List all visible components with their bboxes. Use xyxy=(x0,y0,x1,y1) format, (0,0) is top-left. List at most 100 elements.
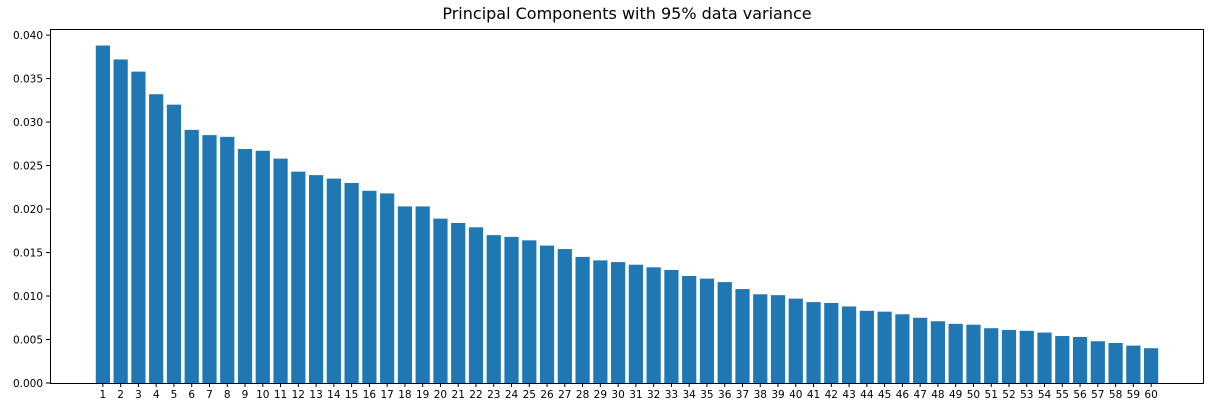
bar-14 xyxy=(326,178,341,383)
x-tick-label: 28 xyxy=(576,389,589,401)
bar-32 xyxy=(646,267,661,383)
x-tick-label: 27 xyxy=(558,389,571,401)
x-tick-label: 58 xyxy=(1109,389,1122,401)
x-tick-label: 16 xyxy=(363,389,377,401)
bar-47 xyxy=(913,317,928,383)
y-tick-label: 0.010 xyxy=(13,291,43,303)
x-tick-label: 14 xyxy=(327,389,341,401)
x-tick-label: 41 xyxy=(807,389,820,401)
x-tick-label: 43 xyxy=(842,389,855,401)
y-tick-label: 0.035 xyxy=(13,74,43,86)
bar-53 xyxy=(1019,330,1034,383)
bar-22 xyxy=(468,227,484,383)
x-tick-label: 1 xyxy=(100,389,107,401)
bar-26 xyxy=(539,245,555,383)
x-tick-label: 48 xyxy=(931,389,944,401)
x-tick-label: 60 xyxy=(1144,389,1157,401)
bar-58 xyxy=(1108,342,1123,383)
x-tick-label: 51 xyxy=(985,389,998,401)
bar-60 xyxy=(1144,348,1159,383)
bar-11 xyxy=(273,158,288,383)
bar-16 xyxy=(362,190,377,383)
bar-1 xyxy=(95,45,110,384)
x-tick-label: 52 xyxy=(1002,389,1015,401)
x-tick-label: 33 xyxy=(665,389,678,401)
y-tick-label: 0.020 xyxy=(13,204,43,216)
x-tick-label: 59 xyxy=(1127,389,1140,401)
x-tick-label: 44 xyxy=(860,389,874,401)
bar-20 xyxy=(433,218,448,383)
x-tick-label: 29 xyxy=(594,389,607,401)
x-tick-label: 30 xyxy=(611,389,624,401)
bar-13 xyxy=(308,175,324,383)
bar-36 xyxy=(717,282,732,383)
x-tick-label: 6 xyxy=(188,389,195,401)
bar-41 xyxy=(806,302,821,383)
y-tick-label: 0.005 xyxy=(13,335,43,347)
bar-19 xyxy=(415,206,430,383)
bar-7 xyxy=(202,135,217,383)
x-tick-label: 13 xyxy=(309,389,322,401)
x-tick-label: 9 xyxy=(242,389,249,401)
x-tick-label: 20 xyxy=(434,389,447,401)
bar-2 xyxy=(113,59,128,383)
bar-37 xyxy=(735,289,750,383)
bar-49 xyxy=(948,323,963,383)
bar-43 xyxy=(841,306,857,383)
bar-29 xyxy=(593,260,608,383)
x-tick-label: 53 xyxy=(1020,389,1033,401)
x-tick-label: 3 xyxy=(135,389,142,401)
bar-33 xyxy=(664,269,679,383)
x-tick-label: 7 xyxy=(206,389,213,401)
plot-frame xyxy=(50,29,1204,384)
x-tick-label: 15 xyxy=(345,389,358,401)
x-tick-label: 19 xyxy=(416,389,429,401)
bar-4 xyxy=(149,94,164,384)
x-tick-label: 56 xyxy=(1073,389,1087,401)
bar-55 xyxy=(1055,336,1070,383)
bar-42 xyxy=(824,302,839,383)
x-axis: 1 2 3 4 5 6 7 8 9 10 11 12 13 14 15 16 17 18 19 20 21 22 23 24 2… xyxy=(100,383,1158,401)
bar-17 xyxy=(380,193,395,383)
bar-52 xyxy=(1001,329,1017,383)
x-tick-label: 10 xyxy=(256,389,269,401)
x-tick-label: 54 xyxy=(1038,389,1052,401)
x-tick-label: 49 xyxy=(949,389,962,401)
bar-40 xyxy=(788,298,803,383)
x-tick-label: 45 xyxy=(878,389,891,401)
bar-5 xyxy=(166,104,182,383)
x-tick-label: 5 xyxy=(171,389,178,401)
x-tick-label: 8 xyxy=(224,389,231,401)
bar-50 xyxy=(966,324,981,383)
bar-54 xyxy=(1037,332,1052,383)
bar-39 xyxy=(770,295,786,383)
bar-46 xyxy=(895,314,910,383)
x-tick-label: 39 xyxy=(771,389,784,401)
x-tick-label: 11 xyxy=(274,389,287,401)
x-tick-label: 42 xyxy=(825,389,838,401)
bar-48 xyxy=(930,321,946,383)
x-tick-label: 23 xyxy=(487,389,500,401)
x-tick-label: 21 xyxy=(452,389,465,401)
x-tick-label: 50 xyxy=(967,389,980,401)
bar-6 xyxy=(184,129,199,383)
bar-3 xyxy=(131,71,146,383)
x-tick-label: 34 xyxy=(682,389,696,401)
x-tick-label: 22 xyxy=(469,389,482,401)
bar-34 xyxy=(682,276,697,383)
x-tick-label: 35 xyxy=(700,389,713,401)
bar-21 xyxy=(451,222,466,383)
y-tick-label: 0.015 xyxy=(13,248,43,260)
x-tick-label: 38 xyxy=(754,389,767,401)
bar-15 xyxy=(344,182,359,383)
bar-51 xyxy=(984,328,999,383)
bar-44 xyxy=(859,310,874,383)
x-tick-label: 36 xyxy=(718,389,732,401)
bar-28 xyxy=(575,256,590,383)
bar-24 xyxy=(504,236,519,383)
x-tick-label: 40 xyxy=(789,389,802,401)
x-tick-label: 2 xyxy=(117,389,124,401)
bar-31 xyxy=(628,264,643,383)
bar-9 xyxy=(237,149,253,383)
bar-12 xyxy=(291,171,306,383)
